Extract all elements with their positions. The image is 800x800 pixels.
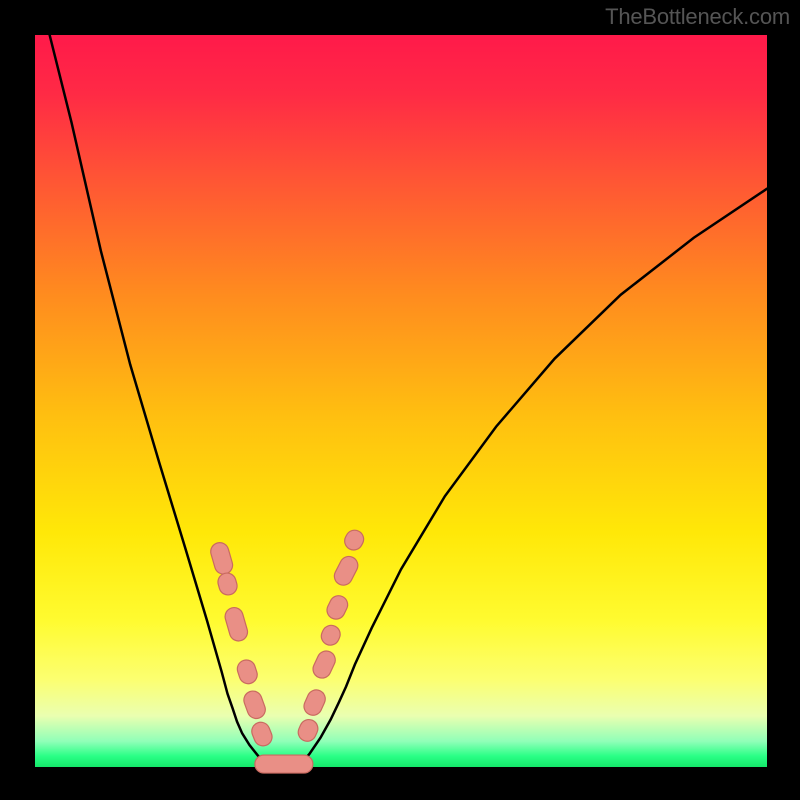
watermark-text: TheBottleneck.com — [605, 4, 790, 30]
chart-container: TheBottleneck.com — [0, 0, 800, 800]
markers-group — [209, 527, 367, 773]
data-marker — [310, 648, 338, 681]
data-marker — [342, 527, 367, 553]
data-marker — [235, 658, 260, 686]
data-marker — [318, 622, 343, 648]
data-marker — [331, 553, 361, 588]
data-marker — [301, 687, 328, 718]
data-marker — [241, 689, 267, 721]
plot-area — [35, 35, 767, 767]
bottleneck-curve-svg — [35, 35, 767, 767]
data-marker — [255, 755, 313, 773]
curve-group — [50, 35, 767, 767]
data-marker — [216, 571, 239, 597]
curve-branch — [299, 189, 767, 767]
data-marker — [249, 720, 275, 749]
data-marker — [209, 541, 235, 577]
data-marker — [295, 717, 320, 744]
data-marker — [223, 605, 250, 643]
curve-branch — [50, 35, 270, 767]
data-marker — [324, 593, 351, 622]
